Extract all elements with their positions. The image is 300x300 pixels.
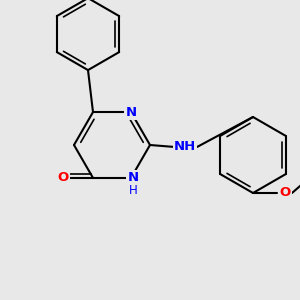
Text: N: N (125, 106, 136, 118)
Text: O: O (279, 187, 291, 200)
Text: N: N (128, 171, 139, 184)
Text: NH: NH (174, 140, 196, 154)
Text: O: O (57, 171, 69, 184)
Text: H: H (129, 184, 137, 197)
